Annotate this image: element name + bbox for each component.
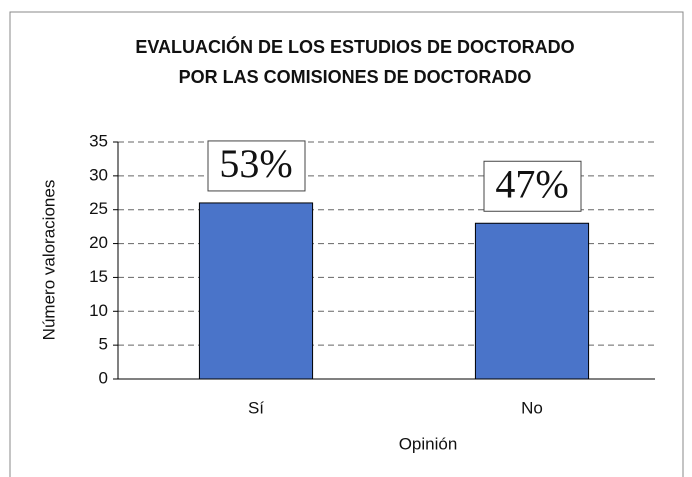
frame [9,11,684,477]
y-tick-label: 0 [99,368,108,387]
y-tick-label: 35 [89,131,108,150]
y-tick-label: 5 [99,335,108,354]
y-axis-label: Número valoraciones [39,180,58,341]
annotation-box [207,140,306,192]
x-tick-label: No [521,398,543,417]
chart-subtitle: POR LAS COMISIONES DE DOCTORADO [179,67,532,87]
y-tick-label: 20 [89,233,108,252]
y-tick-label: 30 [89,165,108,184]
y-tick-label: 15 [89,267,108,286]
x-axis-label: Opinión [399,434,458,453]
y-tick-label: 25 [89,199,108,218]
annotation-box [483,160,582,212]
y-tick-label: 10 [89,301,108,320]
bar [198,202,314,380]
bar [474,222,590,380]
bar-annotation: 53% [219,141,292,186]
x-tick-label: Sí [248,398,264,417]
bar-annotation: 47% [495,161,568,206]
chart-title: EVALUACIÓN DE LOS ESTUDIOS DE DOCTORADO [135,36,574,57]
